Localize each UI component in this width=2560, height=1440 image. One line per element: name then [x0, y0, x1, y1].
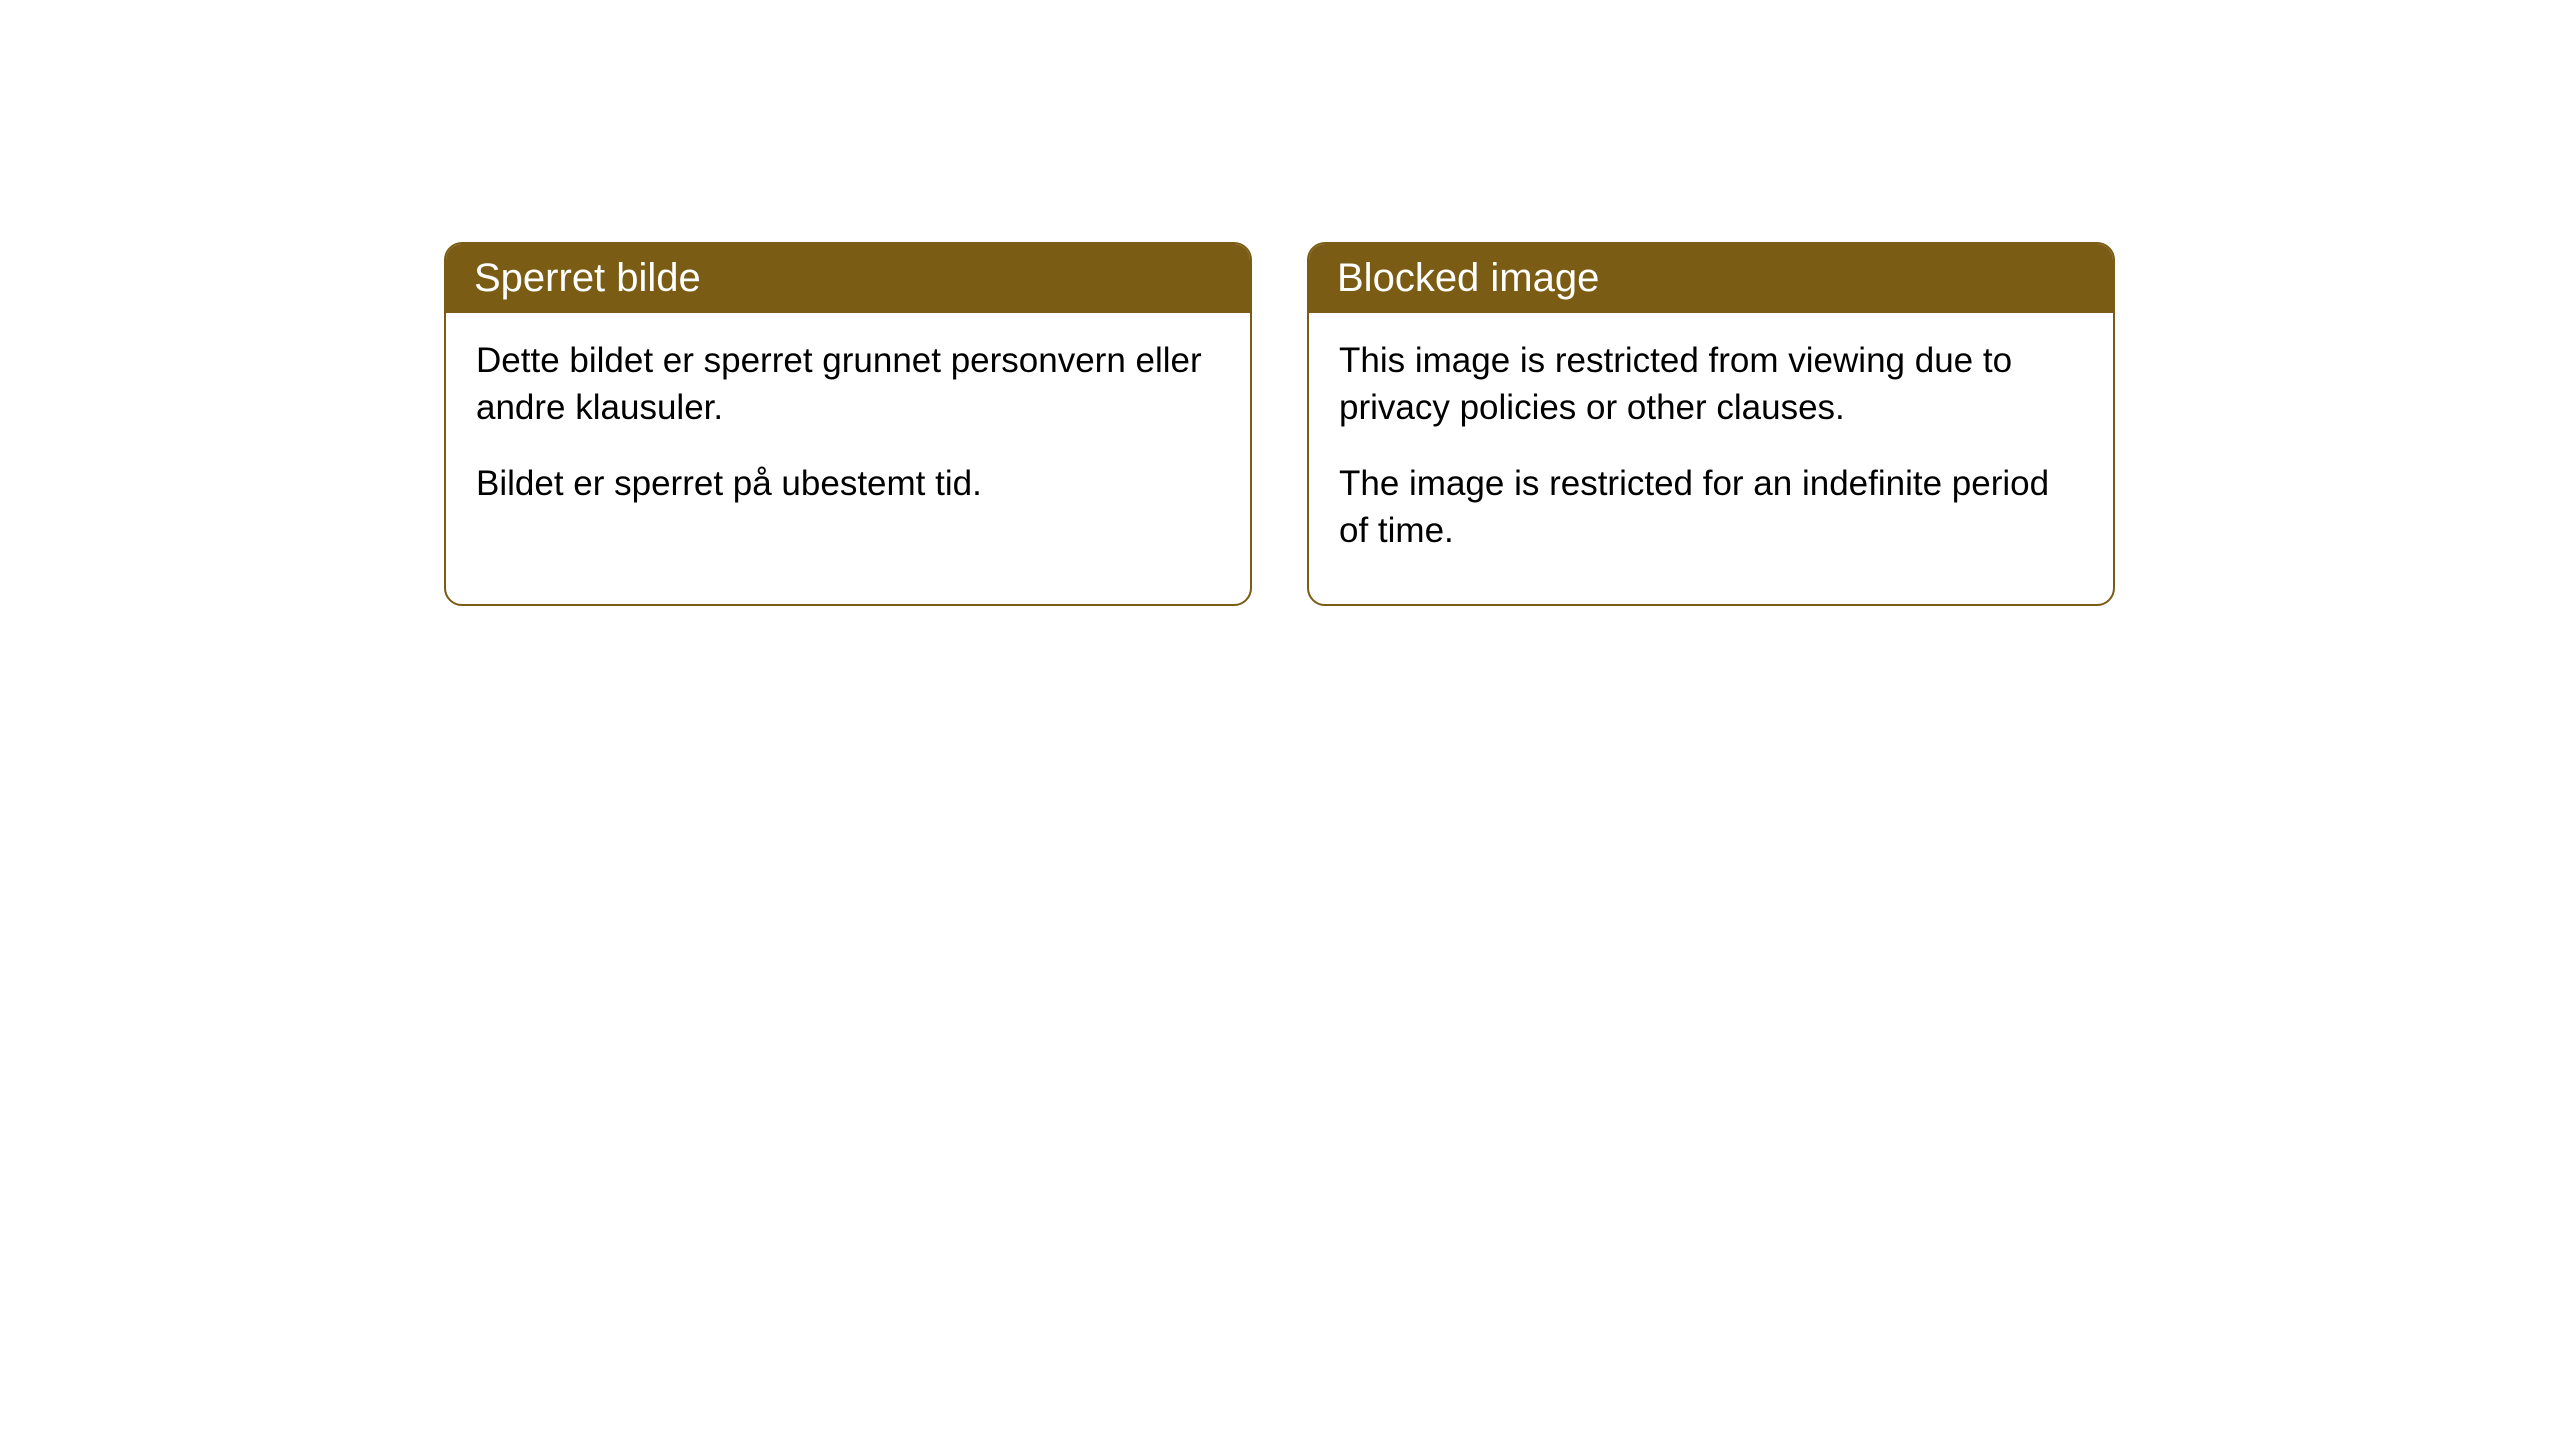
cards-container: Sperret bilde Dette bildet er sperret gr… [0, 0, 2560, 606]
card-title: Sperret bilde [474, 256, 701, 300]
blocked-image-card-norwegian: Sperret bilde Dette bildet er sperret gr… [444, 242, 1252, 606]
card-paragraph: Bildet er sperret på ubestemt tid. [476, 460, 1220, 507]
card-header: Blocked image [1309, 244, 2113, 313]
card-body: This image is restricted from viewing du… [1309, 313, 2113, 604]
blocked-image-card-english: Blocked image This image is restricted f… [1307, 242, 2115, 606]
card-paragraph: The image is restricted for an indefinit… [1339, 460, 2083, 555]
card-paragraph: This image is restricted from viewing du… [1339, 337, 2083, 432]
card-body: Dette bildet er sperret grunnet personve… [446, 313, 1250, 557]
card-header: Sperret bilde [446, 244, 1250, 313]
card-title: Blocked image [1337, 256, 1599, 300]
card-paragraph: Dette bildet er sperret grunnet personve… [476, 337, 1220, 432]
